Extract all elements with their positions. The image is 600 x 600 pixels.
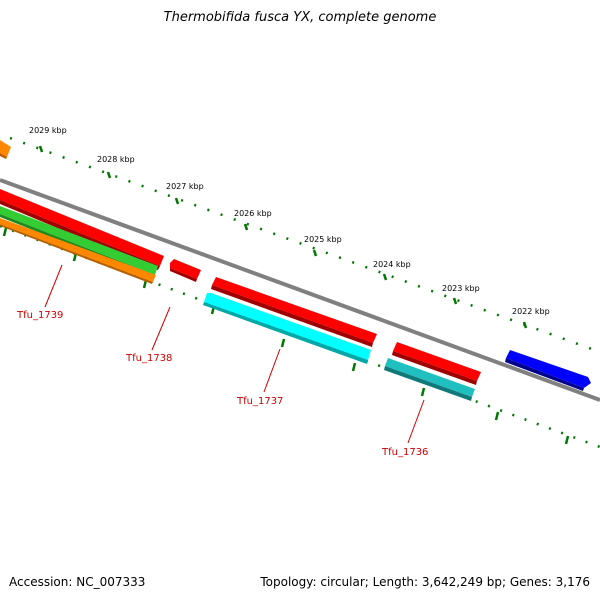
genome-backbone: [0, 178, 600, 402]
kbp-tick-label: 2029 kbp: [29, 126, 67, 135]
inner-major-ticks: [2, 227, 570, 445]
kbp-tick-labels: 2029 kbp 2028 kbp 2027 kbp 2026 kbp 2025…: [29, 126, 550, 316]
gene-label-tfu-1737: Tfu_1737: [236, 396, 283, 407]
gene-label-tfu-1739: Tfu_1739: [16, 310, 63, 321]
orange-feature-top: [0, 140, 11, 159]
accession-text: Accession: NC_007333: [9, 575, 146, 589]
gene-feature-tfu-1738: [170, 259, 201, 282]
kbp-tick-label: 2026 kbp: [234, 209, 272, 218]
kbp-tick-label: 2028 kbp: [97, 155, 135, 164]
gene-feature-tfu-1737: [203, 277, 377, 364]
label-leader-lines: [44, 264, 425, 444]
gene-feature-tfu-1736: [384, 342, 481, 401]
gene-label-tfu-1738: Tfu_1738: [125, 353, 172, 364]
kbp-tick-label: 2024 kbp: [373, 260, 411, 269]
kbp-tick-label: 2027 kbp: [166, 182, 204, 191]
blue-feature: [505, 350, 591, 391]
kbp-tick-label: 2025 kbp: [304, 235, 342, 244]
kbp-tick-label: 2023 kbp: [442, 284, 480, 293]
gene-label-tfu-1736: Tfu_1736: [381, 447, 428, 458]
outer-major-ticks: [38, 145, 528, 329]
genome-summary-text: Topology: circular; Length: 3,642,249 bp…: [260, 575, 590, 589]
map-title: Thermobifida fusca YX, complete genome: [163, 10, 437, 25]
gene-feature-tfu-1739: [0, 189, 164, 284]
kbp-tick-label: 2022 kbp: [512, 307, 550, 316]
